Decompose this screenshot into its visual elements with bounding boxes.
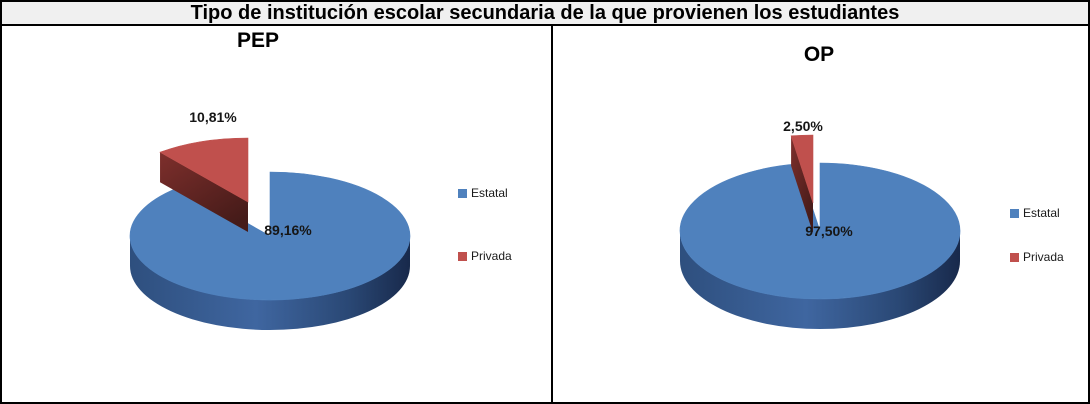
data-label-estatal: 97,50% [805,223,853,239]
privada-legend-label: Privada [471,249,512,263]
figure-title: Tipo de institución escolar secundaria d… [190,1,900,24]
pie-slice-privada [159,137,249,203]
privada-legend-label: Privada [1023,250,1064,264]
chart-title-op: OP [803,43,835,66]
data-label-estatal: 89,16% [264,222,312,238]
legend-item-estatal: Estatal [458,187,508,199]
legend-item-privada: Privada [458,250,512,262]
panel-pep: PEP 89,16% 10,81% Estata [2,26,553,402]
data-label-privada: 2,50% [783,118,823,134]
data-label-privada: 10,81% [189,109,237,125]
chart-title-pep: PEP [236,29,280,52]
pie-rim-wall [130,236,410,330]
pie-cut-face-privada [160,152,248,232]
pie-slice-privada [790,134,814,204]
estatal-legend-label: Estatal [471,186,508,200]
pie-slice-estatal [679,162,961,300]
pie-chart-pep: 89,16% 10,81% [129,109,411,330]
estatal-legend-swatch [458,188,467,198]
legend-item-estatal: Estatal [1010,207,1060,219]
privada-legend-swatch [458,251,467,261]
panel-op: OP 97,50% 2,50% Estatal [553,26,1086,402]
figure-title-bar: Tipo de institución escolar secundaria d… [2,2,1088,26]
estatal-legend-label: Estatal [1023,206,1060,220]
chart-panels: PEP 89,16% 10,81% Estata [2,26,1088,402]
legend-item-privada: Privada [1010,251,1064,263]
pie-rim-wall [680,231,960,329]
estatal-legend-swatch [1010,208,1019,218]
pie-cut-face-privada [791,135,813,233]
privada-legend-swatch [1010,252,1019,262]
pie-chart-op: 97,50% 2,50% [679,118,961,329]
